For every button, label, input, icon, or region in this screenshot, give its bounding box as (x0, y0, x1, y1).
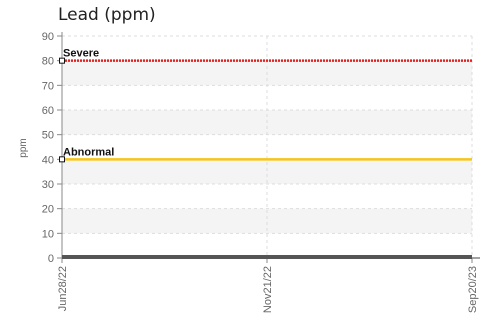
y-tick-label: 80 (42, 56, 54, 68)
y-tick-label: 0 (48, 253, 54, 265)
threshold-label-severe: Severe (63, 48, 99, 60)
y-axis-label: ppm (18, 138, 29, 157)
x-tick-label: Nov21/22 (262, 266, 274, 313)
x-axis-ticks: Jun28/22 Nov21/22 Sep20/23 (57, 258, 479, 313)
y-tick-label: 30 (42, 179, 54, 191)
y-tick-label: 20 (42, 204, 54, 216)
y-tick-label: 70 (42, 80, 54, 92)
y-tick-label: 40 (42, 154, 54, 166)
chart-title: Lead (ppm) (58, 5, 156, 25)
threshold-label-abnormal: Abnormal (63, 146, 114, 158)
x-tick-label: Jun28/22 (57, 266, 69, 311)
x-tick-label: Sep20/23 (467, 266, 479, 313)
threshold-lines: Severe Abnormal (59, 48, 472, 163)
y-tick-label: 90 (42, 31, 54, 43)
y-tick-label: 60 (42, 105, 54, 117)
threshold-marker-severe (59, 57, 65, 64)
plot-background-bands (62, 60, 472, 234)
y-tick-label: 10 (42, 228, 54, 240)
y-axis-ticks: 0 10 20 30 40 50 60 70 80 90 (42, 31, 62, 265)
y-tick-label: 50 (42, 130, 54, 142)
threshold-marker-abnormal (59, 156, 65, 163)
